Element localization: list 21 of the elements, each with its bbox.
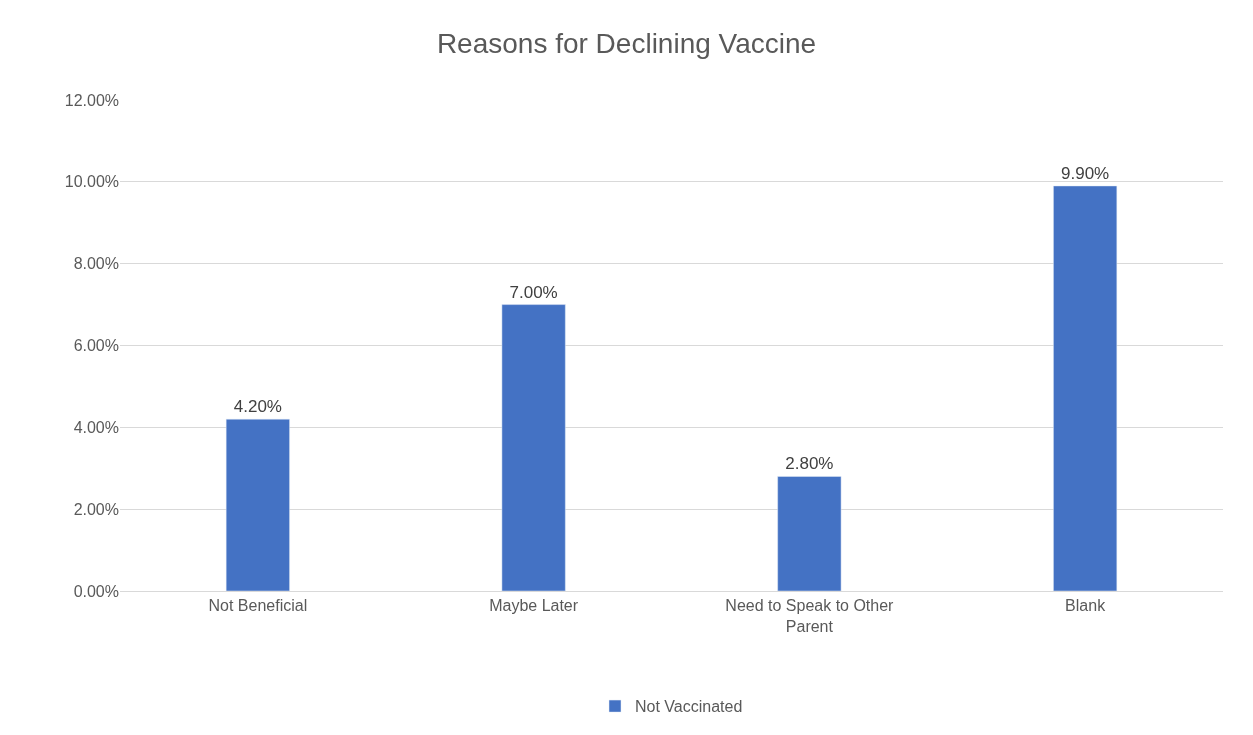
x-tick-label: Need to Speak to Other Parent [725, 597, 895, 635]
bar [1053, 185, 1118, 591]
y-tick-label: 12.00% [64, 91, 119, 109]
bar [501, 304, 566, 591]
legend-label: Not Vaccinated [635, 698, 743, 716]
y-tick-label: 2.00% [73, 500, 119, 518]
y-tick-label: 10.00% [64, 173, 119, 191]
y-tick-label: 0.00% [73, 582, 119, 600]
data-label: 2.80% [785, 454, 834, 474]
x-tick-label: Blank [1065, 597, 1107, 615]
x-tick-label: Not Beneficial [208, 597, 308, 615]
bar [225, 418, 290, 591]
data-label: 7.00% [509, 282, 558, 302]
y-tick-label: 8.00% [73, 255, 119, 273]
data-label: 9.90% [1061, 163, 1110, 183]
bar [777, 476, 842, 591]
y-tick-label: 4.00% [73, 418, 119, 436]
x-tick-label: Maybe Later [489, 597, 579, 615]
data-label: 4.20% [233, 397, 282, 417]
chart-title: Reasons for Declining Vaccine [436, 27, 817, 59]
y-tick-label: 6.00% [73, 337, 119, 355]
